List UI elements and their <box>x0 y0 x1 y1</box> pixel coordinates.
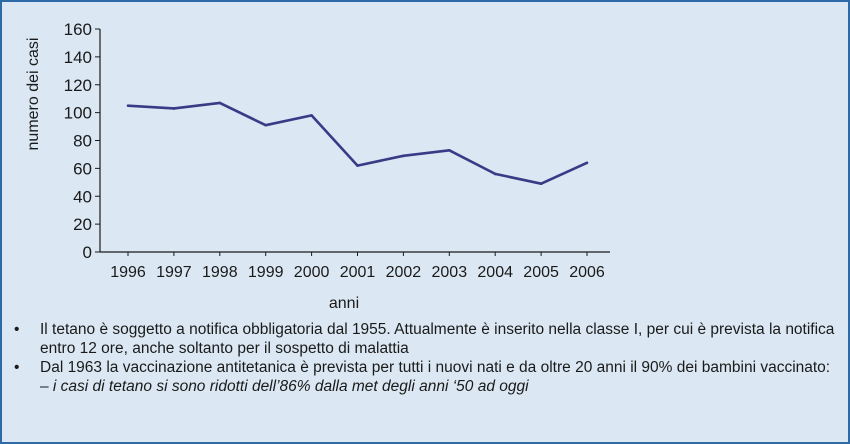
y-tick-label: 100 <box>64 104 92 123</box>
data-point <box>218 101 222 105</box>
x-axis-label: anni <box>329 295 359 312</box>
x-tick-label: 1998 <box>202 264 238 281</box>
y-tick-label: 20 <box>73 215 92 234</box>
y-tick-label: 160 <box>64 20 92 39</box>
data-point <box>310 114 313 117</box>
data-point <box>402 154 405 158</box>
x-tick-label: 1996 <box>110 264 146 281</box>
data-point <box>264 123 268 127</box>
y-tick-label: 60 <box>73 159 92 178</box>
y-tick-label: 140 <box>64 48 92 67</box>
notes-section: • Il tetano è soggetto a notifica obblig… <box>14 320 840 396</box>
y-tick-label: 120 <box>64 76 92 95</box>
y-axis-label: numero dei casi <box>25 38 42 151</box>
data-point <box>539 182 543 186</box>
x-tick-label: 2005 <box>523 264 559 281</box>
y-tick-label: 80 <box>73 132 92 151</box>
x-tick-label: 2004 <box>477 264 513 281</box>
x-tick-label: 2002 <box>386 264 422 281</box>
note-bullet: • Il tetano è soggetto a notifica obblig… <box>14 320 840 358</box>
y-tick-label: 0 <box>83 243 92 262</box>
data-point <box>356 164 359 167</box>
note-subitem: – i casi di tetano si sono ridotti dell’… <box>40 378 529 395</box>
series-group <box>126 101 589 186</box>
y-axis: 0 20 40 60 80 100 120 140 160 <box>64 20 101 262</box>
x-tick-label: 2000 <box>294 264 330 281</box>
data-point <box>585 161 589 165</box>
y-tick-label: 40 <box>73 187 92 206</box>
bullet-dot: • <box>14 359 20 376</box>
note-bullet: • Dal 1963 la vaccinazione antitetanica … <box>14 358 840 377</box>
line-chart: 0 20 40 60 80 100 120 140 160 1996 1997 1998 1999 20… <box>25 20 610 312</box>
data-point <box>172 107 176 110</box>
x-tick-label: 1999 <box>248 264 284 281</box>
note-text: Il tetano è soggetto a notifica obbligat… <box>40 321 835 357</box>
series-line <box>127 101 588 185</box>
x-tick-label: 2003 <box>432 264 468 281</box>
note-text: Dal 1963 la vaccinazione antitetanica è … <box>40 359 831 376</box>
data-point <box>493 172 497 176</box>
x-axis: 1996 1997 1998 1999 2000 2001 2002 2003 2004 2005… <box>100 251 610 281</box>
x-tick-label: 2006 <box>569 264 605 281</box>
data-point <box>448 148 451 152</box>
data-point <box>126 104 130 107</box>
bullet-dot: • <box>14 321 20 338</box>
x-tick-label: 2001 <box>340 264 376 281</box>
x-tick-label: 1997 <box>156 264 192 281</box>
